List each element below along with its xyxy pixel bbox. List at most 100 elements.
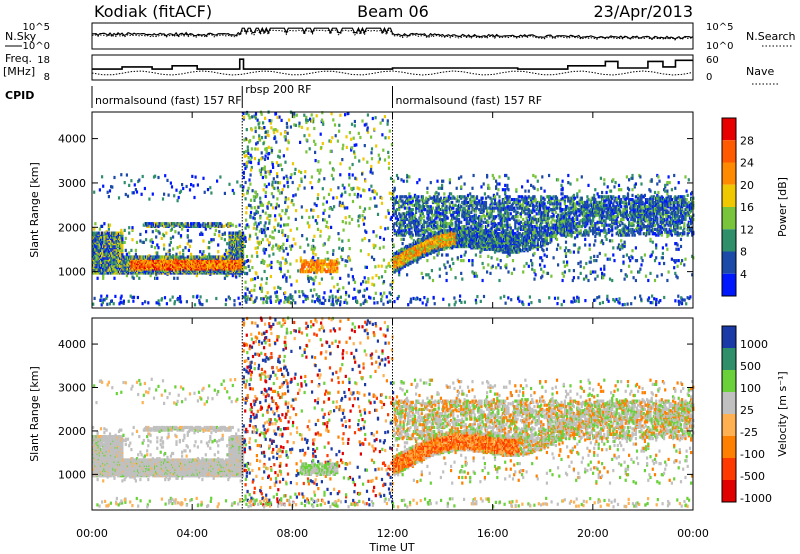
heatmap-cell (287, 185, 290, 189)
heatmap-cell (292, 194, 295, 198)
heatmap-cell (294, 217, 297, 221)
nsearch-tick-top: 10^5 (706, 22, 733, 33)
heatmap-cell (353, 124, 356, 128)
heatmap-cell (168, 243, 171, 247)
heatmap-cell (177, 262, 180, 266)
heatmap-cell (443, 192, 446, 196)
heatmap-cell (158, 231, 161, 235)
heatmap-cell (321, 118, 324, 122)
heatmap-cell (143, 259, 146, 263)
heatmap-cell (244, 280, 247, 284)
heatmap-cell (445, 205, 448, 209)
heatmap-cell (451, 200, 454, 205)
heatmap-cell (406, 196, 409, 200)
heatmap-cell (218, 230, 221, 234)
heatmap-cell (285, 246, 288, 251)
heatmap-cell (245, 128, 248, 132)
heatmap-cell (317, 160, 320, 164)
heatmap-cell (465, 216, 468, 220)
heatmap-cell (138, 276, 141, 280)
heatmap-cell (314, 142, 317, 146)
heatmap-cell (411, 212, 414, 216)
heatmap-cell (408, 175, 411, 179)
heatmap-cell (369, 296, 372, 300)
heatmap-cell (308, 147, 311, 151)
heatmap-cell (249, 153, 252, 157)
heatmap-cell (173, 194, 176, 198)
heatmap-cell (96, 276, 99, 280)
heatmap-cell (309, 276, 312, 280)
heatmap-cell (243, 138, 246, 142)
heatmap-cell (338, 129, 341, 133)
heatmap-cell (181, 227, 184, 231)
heatmap-cell (410, 230, 413, 234)
heatmap-cell (165, 252, 168, 256)
heatmap-cell (142, 240, 145, 244)
heatmap-cell (406, 273, 409, 277)
heatmap-cell (395, 215, 399, 219)
heatmap-cell (460, 220, 463, 224)
heatmap-cell (464, 250, 467, 254)
heatmap-cell (131, 275, 134, 279)
heatmap-cell (421, 230, 424, 234)
nsearch-label: N.Search (746, 30, 796, 43)
heatmap-cell (417, 195, 420, 199)
heatmap-cell (223, 238, 226, 242)
heatmap-cell (304, 170, 307, 174)
heatmap-cell (429, 181, 432, 185)
heatmap-cell (111, 251, 114, 255)
heatmap-cell (253, 284, 256, 288)
heatmap-cell (409, 195, 412, 199)
heatmap-cell (332, 252, 335, 256)
heatmap-cell (276, 223, 280, 227)
heatmap-cell (436, 220, 439, 224)
heatmap-cell (308, 133, 311, 137)
heatmap-cell (348, 176, 351, 180)
heatmap-cell (300, 170, 303, 175)
heatmap-cell (329, 149, 332, 153)
heatmap-cell (111, 247, 114, 251)
heatmap-cell (295, 279, 298, 283)
heatmap-cell (263, 251, 266, 255)
heatmap-cell (279, 264, 282, 268)
heatmap-cell (400, 237, 403, 241)
heatmap-cell (271, 246, 274, 250)
heatmap-cell (154, 246, 157, 250)
heatmap-cell (416, 181, 419, 185)
heatmap-cell (351, 275, 354, 279)
heatmap-cell (129, 262, 132, 266)
heatmap-cell (437, 186, 440, 190)
heatmap-cell (266, 206, 269, 210)
heatmap-cell (365, 265, 368, 269)
heatmap-cell (437, 205, 440, 209)
heatmap-cell (446, 222, 449, 226)
heatmap-cell (242, 170, 245, 174)
heatmap-cell (259, 196, 262, 200)
heatmap-cell (182, 223, 185, 227)
heatmap-cell (371, 116, 374, 121)
heatmap-cell (226, 251, 229, 255)
heatmap-cell (291, 199, 294, 203)
heatmap-cell (151, 224, 154, 228)
heatmap-cell (307, 243, 310, 247)
heatmap-cell (190, 183, 193, 187)
heatmap-cell (410, 226, 413, 230)
heatmap-cell (452, 203, 455, 207)
heatmap-cell (379, 121, 382, 125)
heatmap-cell (291, 180, 294, 185)
heatmap-cell (438, 215, 441, 219)
heatmap-cell (411, 203, 414, 207)
heatmap-cell (267, 170, 270, 174)
heatmap-cell (167, 193, 170, 197)
beam-title: Beam 06 (357, 2, 429, 21)
heatmap-cell (258, 126, 261, 130)
heatmap-cell (446, 253, 449, 257)
heatmap-cell (142, 260, 145, 264)
heatmap-cell (217, 243, 220, 247)
heatmap-cell (294, 167, 297, 171)
heatmap-cell (381, 118, 384, 122)
heatmap-cell (406, 230, 409, 234)
heatmap-cell (431, 278, 435, 283)
heatmap-cell (245, 218, 248, 222)
heatmap-cell (264, 194, 267, 198)
